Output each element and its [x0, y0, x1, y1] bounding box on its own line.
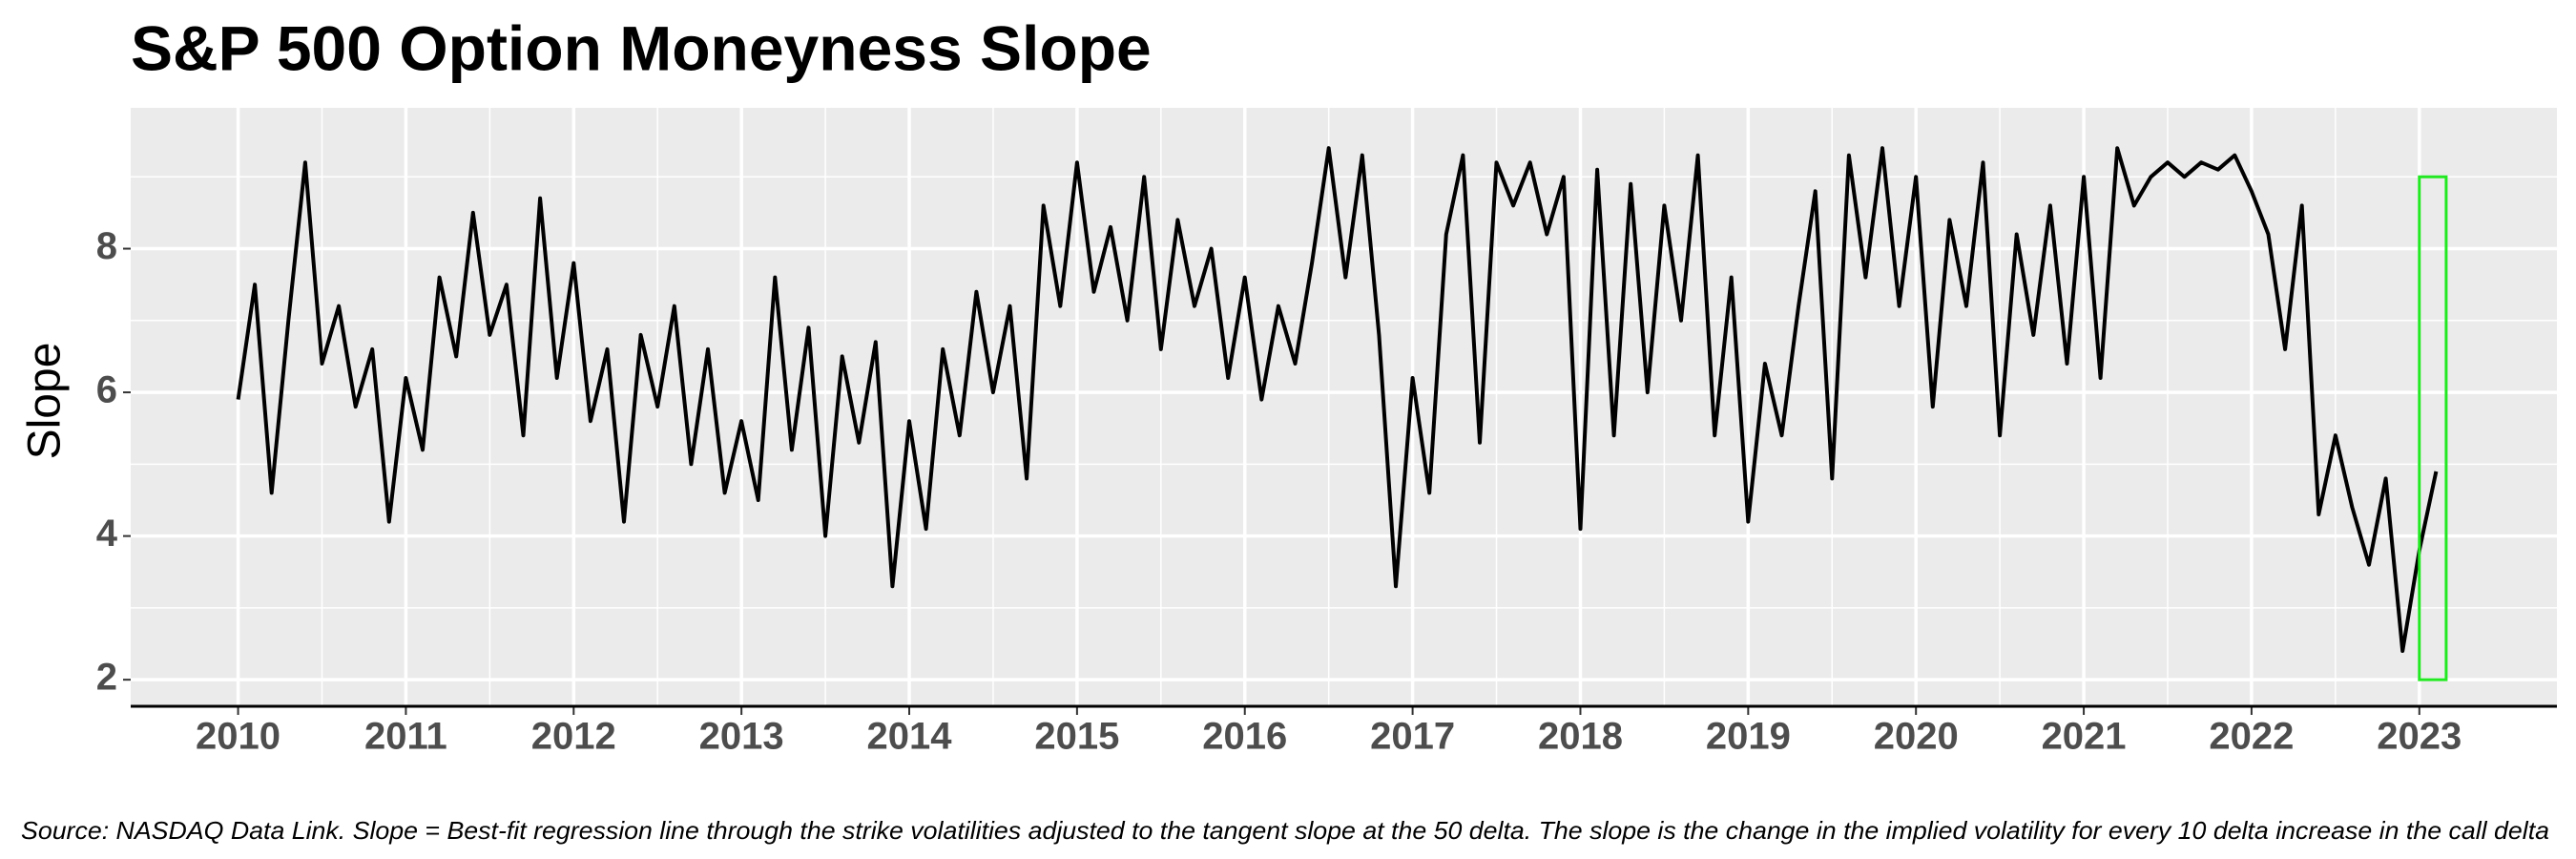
caption: Source: NASDAQ Data Link. Slope = Best-f…	[21, 816, 2549, 845]
y-axis-label: Slope	[20, 343, 71, 460]
x-tick-label: 2017	[1370, 716, 1455, 758]
y-tick-label: 6	[96, 369, 117, 411]
x-tick-label: 2018	[1538, 716, 1623, 758]
data-line	[236, 146, 2439, 653]
x-tick-label: 2016	[1202, 716, 1287, 758]
y-tick-label: 4	[96, 513, 118, 555]
highlight-box	[2418, 175, 2448, 681]
y-tick-label: 8	[96, 225, 117, 267]
y-tick-label: 2	[96, 657, 117, 699]
chart-title: S&P 500 Option Moneyness Slope	[131, 12, 1152, 83]
x-tick-label: 2013	[699, 716, 784, 758]
x-tick-label: 2012	[531, 716, 616, 758]
x-tick-label: 2010	[196, 716, 280, 758]
x-tick-label: 2021	[2042, 716, 2127, 758]
x-tick-label: 2022	[2209, 716, 2294, 758]
x-tick-label: 2015	[1034, 716, 1119, 758]
x-tick-label: 2023	[2377, 716, 2462, 758]
x-tick-label: 2014	[867, 716, 953, 758]
x-tick-label: 2011	[364, 716, 447, 758]
x-tick-label: 2020	[1874, 716, 1959, 758]
plot-background	[131, 108, 2557, 706]
x-tick-label: 2019	[1706, 716, 1791, 758]
